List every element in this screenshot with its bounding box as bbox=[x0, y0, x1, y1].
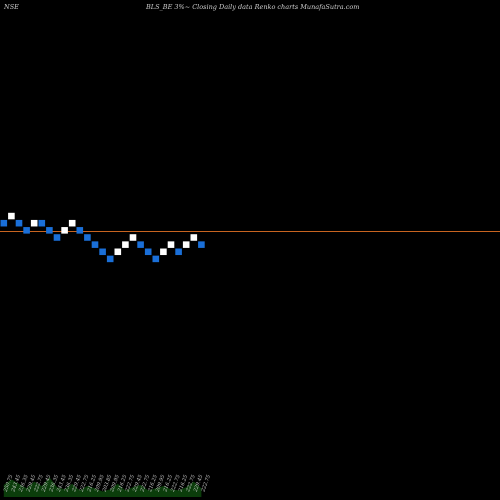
price-labels: 250.75243.45236.35229.45222.75229.45236.… bbox=[2, 474, 212, 493]
price-tick-label: 216.25 bbox=[177, 474, 189, 493]
volume-area-shape bbox=[3, 477, 202, 497]
renko-brick-down bbox=[84, 234, 91, 241]
price-tick-label: 236.35 bbox=[63, 474, 75, 493]
renko-brick-up bbox=[30, 219, 38, 227]
renko-brick-down bbox=[99, 248, 106, 256]
price-tick-label: 243.45 bbox=[10, 474, 22, 493]
renko-brick-down bbox=[198, 241, 205, 248]
price-tick-label: 209.95 bbox=[109, 474, 121, 493]
price-tick-label: 209.95 bbox=[154, 474, 166, 493]
renko-brick-up bbox=[61, 227, 68, 234]
renko-brick-up bbox=[122, 241, 129, 248]
volume-area bbox=[3, 477, 202, 497]
renko-brick-up bbox=[190, 234, 198, 241]
price-tick-label: 203.85 bbox=[101, 474, 113, 493]
renko-brick-down bbox=[152, 255, 160, 263]
renko-brick-up bbox=[8, 212, 15, 220]
renko-brick-up bbox=[68, 219, 76, 227]
price-tick-label: 209.95 bbox=[94, 474, 106, 493]
price-tick-label: 216.25 bbox=[147, 474, 159, 493]
renko-brick-down bbox=[46, 227, 53, 234]
renko-brick-down bbox=[137, 241, 144, 248]
price-tick-label: 216.25 bbox=[116, 474, 128, 493]
price-tick-label: 222.75 bbox=[185, 474, 197, 493]
renko-brick-down bbox=[106, 255, 114, 263]
price-tick-label: 222.75 bbox=[200, 474, 212, 493]
renko-brick-down bbox=[144, 248, 152, 256]
price-tick-label: 222.75 bbox=[170, 474, 182, 493]
price-tick-label: 236.35 bbox=[18, 474, 30, 493]
renko-brick-up bbox=[114, 248, 122, 256]
price-tick-label: 216.25 bbox=[162, 474, 174, 493]
price-tick-label: 243.45 bbox=[56, 474, 68, 493]
price-tick-label: 222.75 bbox=[78, 474, 90, 493]
renko-brick-up bbox=[160, 248, 167, 256]
price-tick-label: 222.75 bbox=[33, 474, 45, 493]
price-tick-label: 222.75 bbox=[124, 474, 136, 493]
price-tick-label: 229.45 bbox=[132, 474, 144, 493]
price-tick-label: 229.45 bbox=[40, 474, 52, 493]
price-tick-label: 229.45 bbox=[71, 474, 83, 493]
renko-brick-down bbox=[53, 234, 61, 241]
renko-brick-down bbox=[175, 248, 182, 256]
renko-brick-down bbox=[15, 219, 23, 227]
renko-brick-up bbox=[129, 234, 137, 241]
price-tick-label: 216.25 bbox=[86, 474, 98, 493]
exchange-label: NSE bbox=[4, 3, 19, 11]
price-tick-label: 222.75 bbox=[139, 474, 151, 493]
renko-brick-down bbox=[0, 219, 8, 227]
renko-brick-down bbox=[91, 241, 99, 248]
price-tick-label: 229.45 bbox=[192, 474, 204, 493]
renko-brick-down bbox=[76, 227, 84, 234]
renko-bricks bbox=[0, 212, 205, 263]
renko-brick-down bbox=[23, 227, 30, 234]
price-tick-label: 236.35 bbox=[48, 474, 60, 493]
renko-brick-down bbox=[38, 219, 46, 227]
chart-caption: BLS_BE 3%~ Closing Daily data Renko char… bbox=[146, 3, 360, 11]
price-tick-label: 250.75 bbox=[2, 474, 14, 493]
renko-brick-up bbox=[167, 241, 175, 248]
renko-brick-up bbox=[182, 241, 190, 248]
price-tick-label: 229.45 bbox=[25, 474, 37, 493]
